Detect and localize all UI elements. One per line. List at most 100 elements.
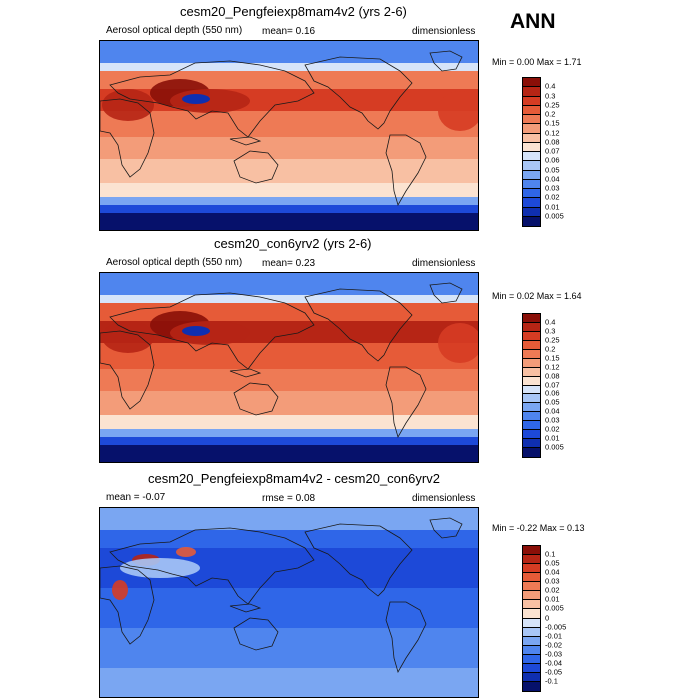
colorbar-swatch [523,385,540,395]
colorbar-tick-label: 0.005 [545,603,564,613]
map-field-hotspot [102,321,154,353]
panel-1-units: dimensionless [412,26,476,37]
panel-1-title: cesm20_Pengfeiexp8mam4v2 (yrs 2-6) [180,4,407,19]
map-field-hotspot [112,580,128,600]
panel-1-minmax: Min = 0.00 Max = 1.71 [492,57,582,67]
colorbar-tick-label: 0.02 [545,192,560,202]
coastline [385,366,427,439]
panel-3-mean: mean = -0.07 [106,492,166,503]
map-field-band [100,369,478,391]
map-field-band [100,137,478,159]
colorbar-swatch [523,124,540,134]
map-field-band [100,588,478,628]
colorbar-swatch [523,376,540,386]
map-field-band [100,343,478,369]
coastline [100,330,155,410]
colorbar-tick-label: -0.005 [545,622,567,632]
map-field-band [100,508,478,530]
colorbar-tick-label: 0.07 [545,380,560,389]
map-field-band [100,628,478,668]
colorbar-swatch [523,421,540,431]
coastline [385,601,427,674]
colorbar-tick-label: 0.05 [545,397,560,407]
colorbar-swatch [523,331,540,341]
colorbar-tick-label: 0.03 [545,576,560,586]
panel-2-units: dimensionless [412,258,476,269]
coastline [429,50,463,72]
colorbar-tick-label: 0.08 [545,371,560,381]
coastline [233,150,279,184]
map-field-band [100,295,478,303]
colorbar-swatch [523,555,540,565]
colorbar-tick-label: 0.05 [545,558,560,568]
colorbar-tick-label: -0.02 [545,640,563,650]
coastline [385,134,427,207]
coastline [229,368,262,378]
colorbar-swatch [523,105,540,115]
panel-2-mean: mean= 0.23 [262,258,316,269]
coastline [100,565,155,645]
colorbar-swatch [523,198,540,208]
colorbar-swatch [523,87,540,97]
map-field-lowspot [182,94,210,104]
map-field-band [100,415,478,429]
colorbar-tick-label: -0.1 [545,676,558,686]
colorbar-swatch [523,152,540,162]
colorbar-swatch [523,681,540,691]
map-field-band [100,213,478,230]
colorbar-swatch [523,564,540,574]
colorbar-tick-label: 0.15 [545,118,560,128]
colorbar-swatch [523,439,540,449]
coastline [429,282,463,304]
colorbar-swatch [523,207,540,217]
colorbar-swatch [523,358,540,368]
panel-1-variable-label: Aerosol optical depth (550 nm) [106,25,243,36]
colorbar-tick-label: 0.3 [545,326,556,336]
colorbar-tick-label: 0.04 [545,174,560,184]
coastline [229,136,262,146]
colorbar-swatch [523,161,540,171]
colorbar-tick-label: 0.03 [545,415,560,425]
colorbar-tick-label: 0.4 [545,81,556,91]
panel-3-title: cesm20_Pengfeiexp8mam4v2 - cesm20_con6yr… [148,471,440,486]
colorbar-swatch [523,618,540,628]
colorbar-tick-label: 0.02 [545,424,560,434]
panel-3-colorbar [522,545,541,692]
colorbar-swatch [523,322,540,332]
panel-3-units: dimensionless [412,493,476,504]
colorbar-tick-label: 0.05 [545,165,560,174]
colorbar-swatch [523,582,540,592]
season-label: ANN [510,10,556,33]
colorbar-swatch [523,600,540,610]
colorbar-tick-label: 0.02 [545,585,560,595]
colorbar-swatch [523,636,540,646]
colorbar-swatch [523,314,540,323]
coastline [100,98,155,178]
map-field-hotspot [438,323,478,363]
colorbar-tick-label: 0.005 [545,442,564,452]
colorbar-tick-label: 0.08 [545,137,560,147]
colorbar-tick-label: 0.04 [545,567,560,577]
colorbar-tick-label: 0.25 [545,335,560,345]
colorbar-swatch [523,142,540,152]
map-field-band [100,197,478,205]
panel-3-colorbar-labels: 0.1 0.05 0.04 0.03 0.02 0.01 0.005 0 -0.005 -0.01… [545,545,605,690]
panel-2-variable-label: Aerosol optical depth (550 nm) [106,257,243,268]
colorbar-tick-label: 0.15 [545,353,560,363]
panel-2-map [99,272,479,463]
map-field-hotspot [102,89,154,121]
colorbar-swatch [523,340,540,350]
colorbar-tick-label: 0.12 [545,362,560,372]
coastline [109,292,315,370]
colorbar-tick-label: 0.3 [545,91,556,100]
colorbar-swatch [523,78,540,88]
map-field-band [100,445,478,462]
panel-2-title: cesm20_con6yrv2 (yrs 2-6) [214,236,372,251]
map-field-hotspot [438,91,478,131]
coastline [429,517,463,539]
colorbar-swatch [523,430,540,440]
map-field-band [100,391,478,415]
colorbar-tick-label: 0.06 [545,388,560,398]
panel-1-map [99,40,479,231]
colorbar-swatch [523,412,540,422]
